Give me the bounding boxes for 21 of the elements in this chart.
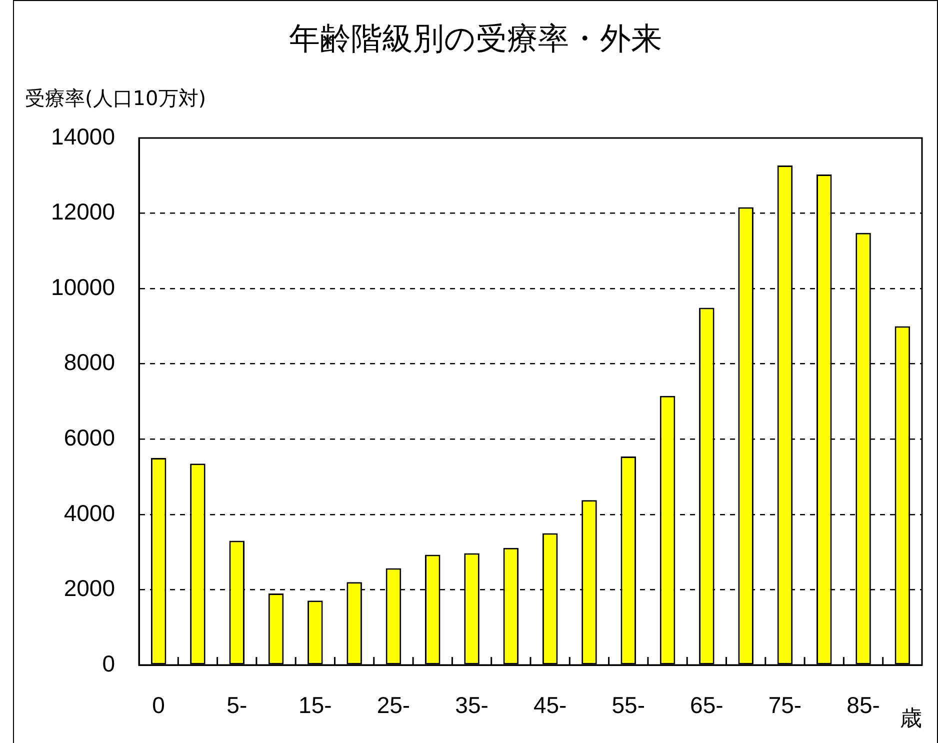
y-tick-label: 6000 xyxy=(64,424,115,450)
y-tick-label: 10000 xyxy=(51,274,115,300)
x-tick-label: 65- xyxy=(690,692,724,718)
x-tick-label: 0 xyxy=(152,692,165,718)
x-tick-label: 45- xyxy=(533,692,567,718)
y-tick-label: 0 xyxy=(102,650,115,676)
chart-title: 年齢階級別の受療率・外来 xyxy=(289,21,662,58)
x-tick-label: 15- xyxy=(298,692,332,718)
y-tick-label: 14000 xyxy=(51,123,115,150)
y-tick-label: 2000 xyxy=(64,575,115,602)
x-tick-label: 35- xyxy=(455,692,488,718)
x-tick-label: 75- xyxy=(768,692,802,718)
y-tick-label: 8000 xyxy=(64,349,115,376)
y-tick-label: 4000 xyxy=(64,500,115,526)
x-tick-label: 5- xyxy=(226,692,248,718)
x-axis-title: 歳 xyxy=(900,706,922,732)
x-tick-label: 55- xyxy=(612,692,645,718)
y-axis-title: 受療率(人口10万対) xyxy=(25,86,206,110)
y-tick-label: 12000 xyxy=(51,198,115,225)
x-tick-label: 85- xyxy=(846,692,880,718)
x-tick-label: 25- xyxy=(376,692,410,718)
